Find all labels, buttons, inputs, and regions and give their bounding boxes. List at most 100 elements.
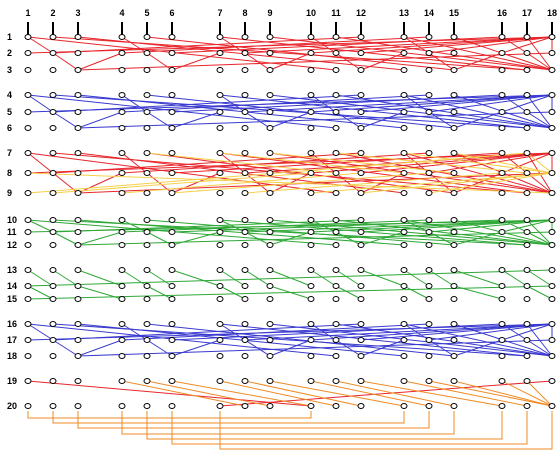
terminal-node (118, 337, 126, 343)
connection-line (428, 111, 455, 129)
terminal-node (216, 353, 224, 359)
connection-line (121, 152, 148, 174)
terminal-node (241, 92, 249, 98)
terminal-node (307, 150, 315, 156)
terminal-node (548, 67, 556, 73)
connection-line (269, 152, 455, 174)
terminal-node (450, 34, 458, 40)
terminal-node (241, 321, 249, 327)
connection-line (27, 36, 337, 71)
connection-line (269, 111, 312, 129)
connection-line (146, 94, 455, 129)
terminal-node (400, 170, 408, 176)
terminal-node (332, 109, 340, 115)
terminal-node (425, 170, 433, 176)
terminal-node (266, 67, 274, 73)
terminal-node (498, 67, 506, 73)
connection-line (27, 36, 54, 54)
terminal-node (357, 190, 365, 196)
terminal-node (49, 170, 57, 176)
connection-line (526, 152, 553, 174)
terminal-node (450, 92, 458, 98)
terminal-node (143, 34, 151, 40)
terminal-node (266, 403, 274, 409)
connection-line (219, 94, 246, 113)
connection-line (360, 339, 405, 357)
terminal-node (450, 50, 458, 56)
terminal-node (143, 403, 151, 409)
terminal-node (425, 242, 433, 248)
connection-line (335, 231, 362, 246)
connection-line (453, 231, 503, 246)
terminal-node (357, 353, 365, 359)
terminal-node (241, 229, 249, 235)
terminal-node (74, 125, 82, 131)
terminal-node (216, 190, 224, 196)
connection-line (52, 339, 79, 357)
connection-line (244, 231, 271, 246)
terminal-node (425, 283, 433, 289)
connection-line (146, 323, 455, 357)
terminal-node (118, 34, 126, 40)
terminal-node (548, 170, 556, 176)
column-label: 14 (424, 8, 434, 18)
terminal-node (400, 150, 408, 156)
column-label: 12 (356, 8, 366, 18)
terminal-node (24, 353, 32, 359)
terminal-node (357, 229, 365, 235)
terminal-node (425, 337, 433, 343)
connection-line (146, 380, 271, 407)
connection-line (77, 339, 123, 357)
terminal-node (118, 150, 126, 156)
terminal-node (49, 150, 57, 156)
connection-line (310, 380, 430, 407)
connection-line (244, 111, 271, 129)
terminal-node (548, 125, 556, 131)
terminal-node (49, 229, 57, 235)
terminal-node (241, 125, 249, 131)
terminal-node (266, 296, 274, 302)
connection-line (146, 285, 173, 300)
terminal-node (216, 378, 224, 384)
connection-line (77, 231, 123, 246)
terminal-node (548, 92, 556, 98)
connection-line (526, 339, 553, 357)
terminal-node (49, 321, 57, 327)
terminal-node (143, 109, 151, 115)
connection-line (501, 219, 553, 233)
connection-line (269, 152, 553, 194)
connection-line (219, 269, 246, 287)
terminal-node (118, 283, 126, 289)
connection-line (27, 94, 54, 113)
terminal-node (400, 217, 408, 223)
terminal-node (241, 109, 249, 115)
terminal-node (523, 150, 531, 156)
terminal-node (523, 353, 531, 359)
terminal-node (425, 190, 433, 196)
terminal-node (24, 321, 32, 327)
terminal-node (400, 67, 408, 73)
terminal-node (216, 34, 224, 40)
orange-bracket (52, 411, 405, 424)
connection-line (146, 269, 173, 287)
terminal-node (216, 125, 224, 131)
terminal-node (118, 242, 126, 248)
terminal-node (357, 170, 365, 176)
connection-line (403, 219, 430, 233)
connection-line (146, 152, 337, 174)
terminal-node (24, 242, 32, 248)
connection-line (360, 111, 405, 129)
connection-line (52, 111, 79, 129)
terminal-node (498, 92, 506, 98)
terminal-node (118, 353, 126, 359)
terminal-node (266, 242, 274, 248)
terminal-node (548, 378, 556, 384)
terminal-node (548, 190, 556, 196)
connection-line (244, 269, 271, 287)
terminal-node (49, 353, 57, 359)
terminal-node (168, 321, 176, 327)
terminal-node (118, 217, 126, 223)
terminal-node (523, 403, 531, 409)
terminal-node (400, 321, 408, 327)
terminal-node (332, 378, 340, 384)
